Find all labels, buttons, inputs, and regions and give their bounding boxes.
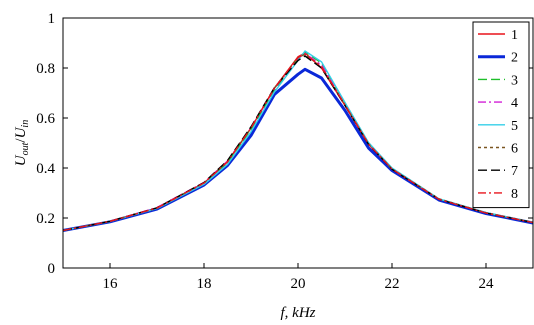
y-label-u1: U (13, 154, 29, 166)
series-layer (62, 50, 534, 232)
legend-label-3: 3 (511, 73, 518, 88)
legend-label-1: 1 (511, 28, 518, 43)
legend-label-7: 7 (511, 164, 518, 179)
y-axis-label: Uout/Uin (13, 120, 31, 166)
legend-label-5: 5 (511, 119, 518, 134)
y-tick-label: 0.2 (36, 211, 55, 227)
legend-label-2: 2 (511, 51, 518, 66)
y-tick-label: 1 (48, 11, 56, 27)
y-label-u2: U (13, 126, 29, 138)
y-tick-label: 0.6 (36, 111, 55, 127)
legend-box (472, 21, 530, 209)
x-tick-label: 18 (197, 276, 212, 292)
series-line-7 (62, 55, 534, 232)
y-tick-label: 0 (48, 261, 56, 277)
x-tick-label: 24 (479, 276, 495, 292)
y-label-slash: / (13, 138, 29, 143)
series-line-3 (62, 51, 534, 232)
y-label-sub-out: out (20, 142, 31, 155)
legend-label-6: 6 (511, 142, 518, 157)
x-tick-label: 22 (385, 276, 400, 292)
plot-frame (62, 17, 534, 269)
series-line-1 (62, 52, 534, 232)
series-line-5 (62, 50, 534, 232)
series-line-6 (62, 53, 534, 232)
y-label-sub-in: in (20, 120, 31, 128)
legend-label-8: 8 (511, 187, 518, 202)
x-tick-label: 16 (103, 276, 119, 292)
x-axis-label: f, kHz (281, 305, 316, 321)
y-tick-label: 0.8 (36, 61, 55, 77)
legend: 1 2 3 4 5 6 7 8 (472, 21, 530, 209)
legend-label-4: 4 (511, 96, 518, 111)
series-line-4 (62, 52, 534, 232)
y-tick-label: 0.4 (36, 161, 55, 177)
series-line-8 (62, 53, 534, 232)
x-tick-label: 20 (291, 276, 306, 292)
